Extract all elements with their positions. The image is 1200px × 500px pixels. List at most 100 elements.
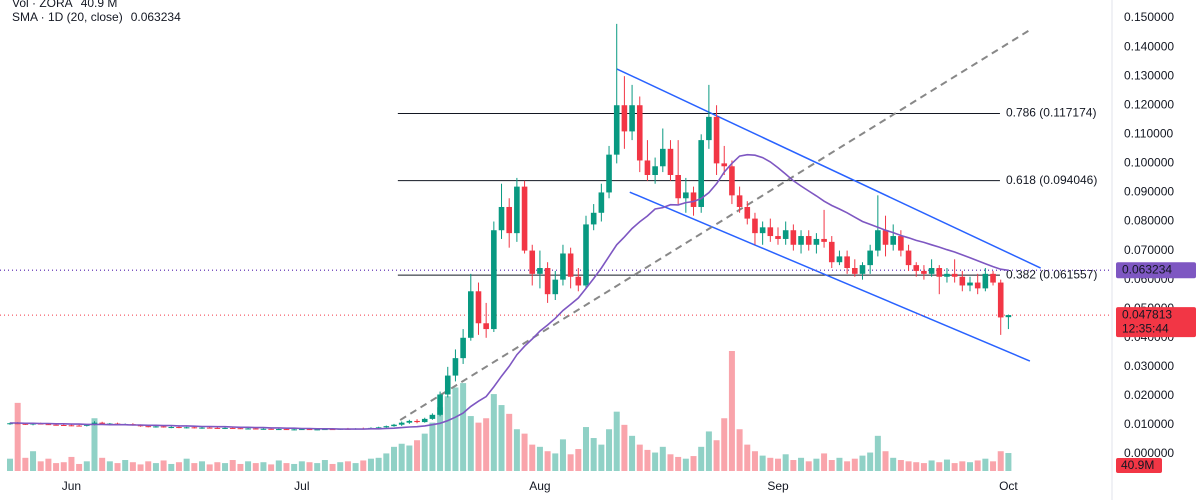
candle-body — [598, 192, 605, 213]
volume-bar — [821, 453, 828, 471]
volume-bar — [145, 461, 152, 471]
volume-bar — [260, 462, 267, 471]
candle-body — [191, 427, 198, 429]
candle-body — [575, 276, 582, 286]
candle-body — [636, 105, 643, 161]
volume-bar — [559, 439, 566, 471]
volume-bar — [790, 460, 797, 471]
candle-body — [214, 427, 221, 429]
volume-bar — [982, 458, 989, 471]
volume-bar — [452, 387, 459, 471]
candle-body — [767, 227, 774, 237]
candle-body — [967, 282, 973, 286]
price-axis: 0.150000 0.140000 0.130000 0.120000 0.110000… — [1124, 10, 1174, 460]
volume-bar — [728, 351, 735, 471]
candle-body — [375, 427, 382, 429]
volume-bar — [882, 451, 889, 471]
volume-bar — [329, 463, 336, 471]
candle-body — [660, 148, 666, 167]
candle-body — [959, 276, 966, 286]
volume-bar — [414, 440, 421, 471]
indicator-name: Vol · ZORA — [12, 0, 73, 10]
volume-bar — [867, 452, 874, 471]
volume-bar — [68, 456, 75, 471]
volume-bar — [22, 457, 29, 471]
candle-body — [560, 253, 566, 280]
candle-body — [176, 427, 182, 429]
volume-bar — [705, 431, 712, 471]
candle-body — [437, 394, 443, 415]
volume-bar — [268, 464, 275, 471]
fib-label: 0.382 (0.061557) — [1006, 267, 1097, 281]
volume-bar — [951, 463, 958, 471]
volume-bar — [391, 446, 397, 471]
candle-body — [406, 420, 413, 423]
volume-bar — [913, 462, 920, 471]
candle-body — [875, 230, 881, 251]
volume-bar — [375, 457, 382, 471]
candle-body — [951, 273, 958, 277]
candle-body — [252, 428, 259, 430]
candle-body — [475, 291, 482, 324]
volume-bar — [421, 433, 428, 471]
volume-bar — [813, 458, 820, 471]
candle-body — [567, 253, 574, 277]
volume-bar — [544, 451, 551, 471]
volume-bar — [920, 463, 927, 471]
candle-body — [452, 358, 459, 376]
candle-body — [790, 230, 797, 245]
candle-body — [644, 160, 651, 175]
volume-bar — [483, 418, 490, 471]
volume-bar — [636, 444, 643, 471]
volume-bar — [214, 462, 221, 471]
volume-bar — [621, 424, 628, 471]
candle-body — [552, 279, 559, 295]
volume-bar — [513, 429, 520, 471]
volume-bar — [590, 438, 597, 471]
y-tick-label: 0.010000 — [1124, 417, 1174, 431]
volume-bar — [291, 463, 298, 471]
candle-body — [913, 265, 920, 271]
volume-bar — [890, 457, 897, 471]
candle-body — [606, 154, 612, 193]
candle-body — [498, 206, 505, 231]
candle-body — [160, 426, 167, 428]
volume-bar — [437, 407, 444, 471]
candle-body — [206, 427, 213, 429]
volume-bar — [99, 457, 106, 471]
candle-body — [237, 428, 244, 430]
volume-bar — [1005, 453, 1012, 471]
volume-bar — [974, 460, 981, 471]
volume-bar — [175, 462, 182, 471]
volume-bar — [160, 460, 167, 471]
volume-bar — [506, 413, 513, 471]
candle-body — [222, 427, 228, 429]
volume-bar — [429, 422, 436, 471]
volume-bar — [129, 462, 136, 471]
volume-bar — [183, 458, 190, 471]
volume-bar — [30, 451, 37, 471]
candle-body — [813, 238, 820, 245]
candle-body — [675, 175, 681, 199]
volume-bar — [406, 445, 413, 471]
volume-bar — [844, 461, 851, 471]
volume-bar — [575, 449, 582, 471]
candle-body — [805, 236, 812, 245]
candle-body — [529, 250, 536, 274]
candle-body — [398, 422, 405, 425]
volume-last-box — [1116, 458, 1162, 473]
candle-body — [982, 273, 989, 289]
volume-bar — [529, 444, 536, 471]
y-tick-label: 0.100000 — [1124, 156, 1174, 170]
volume-bar — [659, 446, 666, 471]
volume-bar — [583, 427, 589, 471]
candle-body — [383, 426, 390, 428]
candle-body — [421, 418, 428, 423]
candle-body — [621, 105, 628, 132]
volume-bar — [245, 461, 252, 471]
volume-bar — [713, 440, 720, 471]
candle-body — [291, 429, 297, 431]
candle-body — [898, 236, 904, 251]
candle-body — [706, 116, 712, 141]
